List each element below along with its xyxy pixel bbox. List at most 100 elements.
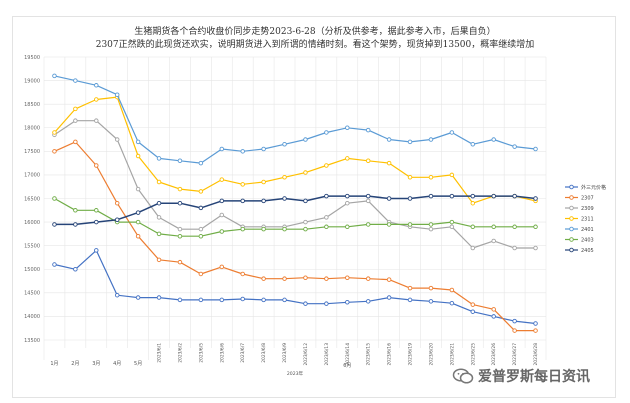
- data-point-2401: [386, 137, 392, 142]
- data-point-外三元价格: [73, 267, 78, 272]
- data-point-2403: [261, 226, 266, 232]
- data-point-2401: [470, 142, 476, 147]
- x-tick-label: 5月: [134, 361, 142, 367]
- data-point-2401: [177, 158, 183, 164]
- data-point-2311: [135, 153, 141, 159]
- x-tick-label: 2023/6/16: [387, 343, 393, 366]
- y-tick-label: 15000: [24, 267, 40, 273]
- data-point-2403: [386, 222, 392, 227]
- data-point-2307: [114, 200, 120, 206]
- data-point-2405: [282, 196, 287, 201]
- series-line-2311: [54, 96, 536, 204]
- x-tick-label: 2023/6/25: [470, 343, 476, 366]
- y-tick-label: 17500: [24, 149, 40, 155]
- data-point-外三元价格: [198, 297, 204, 303]
- data-point-2403: [219, 229, 225, 234]
- data-point-2307: [449, 287, 455, 293]
- data-point-外三元价格: [177, 297, 183, 303]
- data-point-2307: [282, 276, 287, 281]
- data-point-2307: [156, 257, 162, 263]
- data-point-2311: [240, 182, 245, 187]
- x-tick-label: 2023/6/15: [366, 343, 372, 366]
- data-point-2311: [52, 130, 57, 135]
- data-point-2307: [470, 302, 476, 307]
- y-tick-label: 16000: [24, 220, 40, 226]
- data-point-2307: [240, 271, 245, 277]
- data-point-2309: [114, 137, 120, 142]
- data-point-2401: [533, 146, 538, 152]
- data-point-2405: [533, 196, 538, 201]
- data-point-2405: [365, 193, 371, 199]
- data-point-2405: [470, 193, 476, 199]
- x-tick-label: 2023/6/12: [303, 343, 309, 366]
- legend-label: 2311: [581, 216, 594, 222]
- data-point-2401: [94, 83, 99, 88]
- data-point-2311: [261, 179, 266, 185]
- data-point-2401: [240, 149, 245, 154]
- data-point-2307: [303, 275, 308, 280]
- data-point-2403: [156, 231, 162, 237]
- data-point-2405: [303, 198, 308, 204]
- x-tick-label: 2023/6/6: [219, 343, 225, 363]
- data-point-2405: [52, 222, 57, 227]
- series-line-外三元价格: [54, 249, 536, 325]
- data-point-2309: [177, 226, 183, 232]
- chart-subtitle: 2307正然跌的此现货还欢实，说明期货进入到所谓的情绪时刻。看这个架势，现货掉到…: [95, 40, 535, 50]
- data-point-2309: [533, 245, 538, 251]
- legend-label: 2405: [581, 248, 594, 254]
- data-point-2307: [324, 276, 329, 281]
- data-point-2403: [449, 219, 455, 225]
- data-point-2403: [407, 222, 413, 227]
- data-point-2405: [407, 196, 413, 201]
- data-point-2311: [198, 189, 204, 194]
- data-point-2403: [365, 222, 371, 227]
- legend-label: 2309: [581, 206, 594, 212]
- legend-marker: [569, 237, 574, 242]
- data-point-2309: [219, 212, 225, 218]
- data-point-2309: [365, 198, 371, 204]
- series-line-2309: [54, 120, 536, 249]
- series-line-2405: [54, 195, 536, 226]
- data-point-2403: [135, 219, 141, 225]
- data-point-2311: [219, 177, 225, 182]
- data-point-2307: [365, 276, 371, 281]
- legend-marker: [569, 247, 574, 253]
- data-point-2401: [261, 146, 266, 152]
- data-point-2405: [491, 193, 496, 199]
- data-point-2401: [114, 92, 120, 97]
- x-tick-label: 2023/6/14: [345, 343, 351, 366]
- data-point-2405: [324, 193, 329, 199]
- data-point-2405: [449, 193, 455, 199]
- data-point-2405: [177, 200, 183, 206]
- data-point-2401: [345, 125, 350, 130]
- data-point-外三元价格: [324, 301, 329, 306]
- data-point-2307: [491, 307, 496, 312]
- x-tick-label: 2023/6/9: [282, 343, 288, 363]
- data-point-2309: [156, 215, 162, 220]
- data-point-外三元价格: [428, 299, 434, 304]
- data-point-2307: [407, 285, 413, 291]
- x-tick-label: 2023/6/21: [449, 343, 455, 366]
- data-point-2401: [135, 139, 141, 145]
- data-point-外三元价格: [533, 321, 538, 326]
- data-point-2309: [449, 224, 455, 230]
- data-point-2309: [345, 200, 350, 206]
- data-point-2405: [261, 198, 266, 204]
- y-tick-label: 13500: [24, 338, 40, 344]
- x-tick-label: 2023/6/27: [512, 343, 518, 366]
- data-point-2403: [73, 208, 78, 213]
- y-tick-label: 17000: [24, 173, 40, 179]
- data-point-2311: [345, 156, 350, 161]
- x-tick-label: 3月: [92, 361, 100, 367]
- data-point-2401: [219, 146, 225, 152]
- data-point-2403: [177, 233, 183, 239]
- data-point-2403: [512, 224, 517, 230]
- data-point-2403: [94, 208, 99, 213]
- data-point-2309: [198, 226, 204, 232]
- data-point-外三元价格: [365, 299, 371, 304]
- data-point-2405: [386, 196, 392, 201]
- data-point-2311: [449, 172, 455, 178]
- data-point-2307: [198, 271, 204, 277]
- data-point-2403: [470, 224, 476, 230]
